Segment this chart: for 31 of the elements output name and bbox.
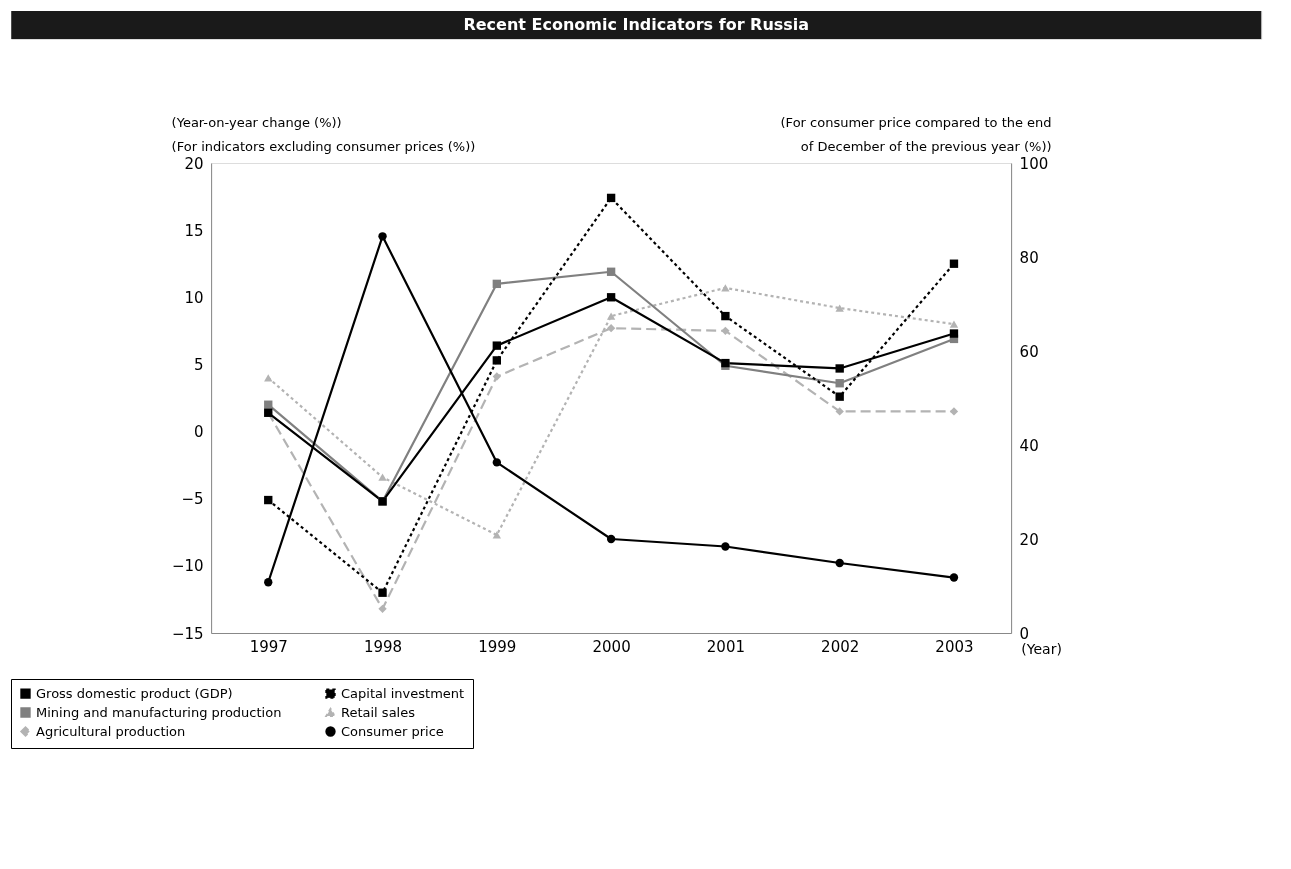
legend-label: Agricultural production bbox=[36, 723, 186, 739]
y-tick-label: 20 bbox=[184, 154, 204, 173]
legend-label: Mining and manufacturing production bbox=[36, 704, 282, 720]
y-axis-title: (Year-on-year change (%)) (For indicators excluding consumer prices (%)) bbox=[171, 114, 476, 154]
y-tick-label: 0 bbox=[194, 423, 204, 442]
y-tick-label: 10 bbox=[184, 288, 204, 307]
x-tick-label: 2003 bbox=[935, 637, 974, 656]
x-tick-label: 2002 bbox=[821, 637, 860, 656]
x-axis-title: (Year) bbox=[1021, 640, 1062, 657]
y-tick-label: 5 bbox=[194, 355, 204, 374]
y-tick-label: −10 bbox=[171, 557, 204, 576]
y-tick-label: 15 bbox=[184, 221, 204, 240]
y2-tick-label: 0 bbox=[1019, 624, 1030, 643]
x-tick-label: 1998 bbox=[363, 637, 403, 656]
legend-label: Gross domestic product (GDP) bbox=[36, 685, 233, 701]
y2-tick-label: 20 bbox=[1019, 530, 1039, 549]
chart-title: Recent Economic Indicators for Russia bbox=[463, 15, 810, 34]
legend-label: Capital investment bbox=[341, 685, 465, 701]
y2-tick-label: 40 bbox=[1019, 436, 1039, 455]
y2-axis-title: (For consumer price compared to the end of December of the previous year (%)) bbox=[780, 114, 1052, 154]
x-tick-label: 2000 bbox=[592, 637, 631, 656]
y2-tick-label: 80 bbox=[1019, 248, 1039, 267]
x-tick-label: 2001 bbox=[706, 637, 745, 656]
legend-label: Consumer price bbox=[341, 723, 444, 739]
y-tick-label: −5 bbox=[181, 490, 204, 509]
y2-tick-label: 60 bbox=[1019, 342, 1039, 361]
y2-tick-label: 100 bbox=[1019, 154, 1049, 173]
x-tick-label: 1997 bbox=[249, 637, 288, 656]
x-tick-label: 1999 bbox=[478, 637, 517, 656]
legend-label: Retail sales bbox=[341, 704, 416, 720]
y-tick-label: −15 bbox=[171, 624, 204, 643]
